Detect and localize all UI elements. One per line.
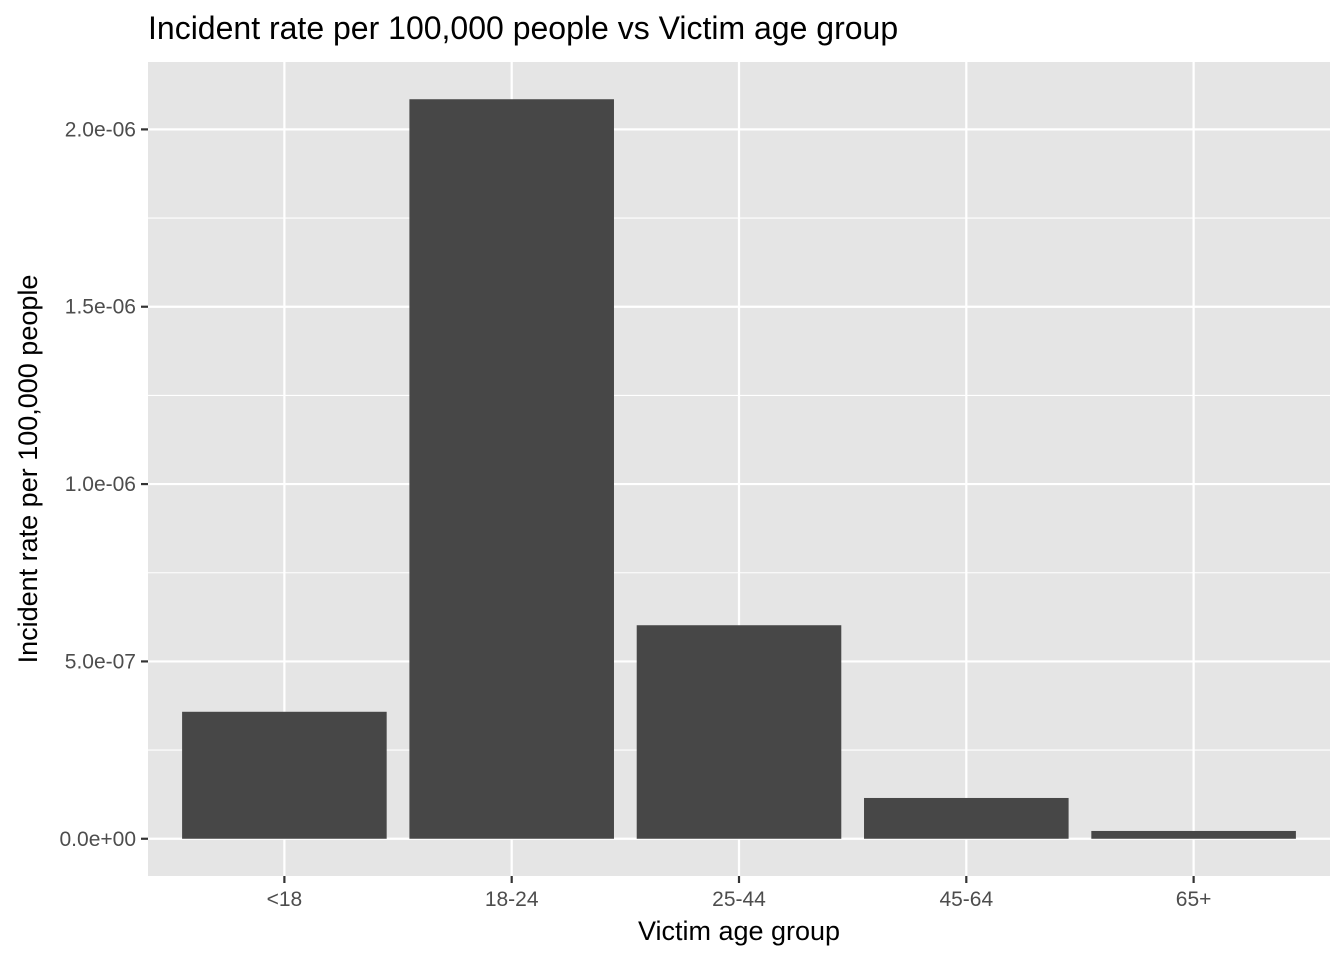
x-axis: <18 18-24 25-44 45-64 65+ — [267, 876, 1212, 911]
y-tick-label: 1.0e-06 — [65, 473, 136, 496]
y-tick-label: 0.0e+00 — [60, 828, 137, 851]
y-tick-label: 2.0e-06 — [65, 118, 136, 141]
x-tick-label: 18-24 — [485, 888, 539, 911]
bars — [182, 99, 1296, 839]
bar-2 — [409, 99, 614, 839]
y-tick-label: 1.5e-06 — [65, 296, 136, 319]
bar-5 — [1091, 830, 1296, 839]
x-tick-label: 45-64 — [939, 888, 993, 911]
x-tick-label: <18 — [267, 888, 303, 911]
x-axis-title: Victim age group — [638, 916, 840, 946]
x-tick-label: 65+ — [1176, 888, 1212, 911]
bar-3 — [636, 625, 842, 839]
y-tick-label: 5.0e-07 — [65, 650, 136, 673]
chart-title: Incident rate per 100,000 people vs Vict… — [148, 10, 898, 46]
y-axis-title: Incident rate per 100,000 people — [13, 275, 43, 664]
bar-4 — [864, 797, 1069, 839]
bar-1 — [182, 711, 387, 839]
x-tick-label: 25-44 — [712, 888, 766, 911]
y-axis: 0.0e+00 5.0e-07 1.0e-06 1.5e-06 2.0e-06 — [60, 118, 148, 851]
